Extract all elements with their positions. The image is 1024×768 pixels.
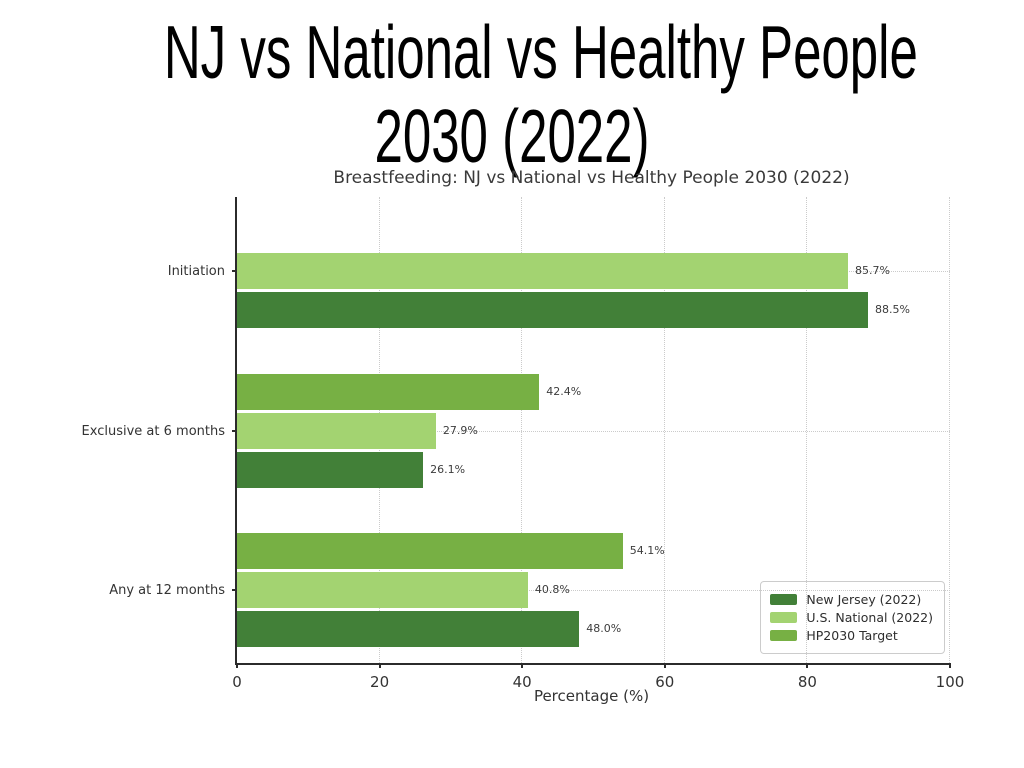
gridline-y [237, 590, 950, 591]
slide-title-line-2: 2030 (2022) [374, 94, 650, 178]
x-tick-label: 80 [797, 673, 817, 691]
gridline-y [237, 431, 950, 432]
bar [237, 533, 623, 569]
bar [237, 572, 528, 608]
legend-label: U.S. National (2022) [806, 610, 933, 625]
bar-value-label: 27.9% [442, 424, 478, 437]
gridline-x [806, 197, 808, 663]
gridline-x [949, 197, 950, 663]
x-tick-mark [663, 663, 666, 668]
legend-label: New Jersey (2022) [806, 592, 922, 607]
bar [237, 374, 540, 410]
legend-swatch [770, 630, 798, 641]
legend-item: U.S. National (2022) [770, 610, 933, 625]
bar-value-label: 48.0% [586, 622, 622, 635]
bar-value-label: 54.1% [629, 544, 665, 557]
x-tick-label: 40 [512, 673, 532, 691]
gridline-x [521, 197, 523, 663]
chart-figure: Breastfeeding: NJ vs National vs Healthy… [0, 160, 1024, 740]
y-category-label: Exclusive at 6 months [81, 424, 225, 439]
legend-swatch [770, 612, 798, 623]
legend-item: HP2030 Target [770, 628, 933, 643]
bar [237, 452, 424, 488]
slide-title-line-1: NJ vs National vs Healthy People [163, 10, 918, 94]
bar [237, 253, 849, 289]
gridline-x [663, 197, 665, 663]
x-tick-mark [236, 663, 238, 668]
plot-area: New Jersey (2022) U.S. National (2022) HP2… [232, 197, 964, 691]
chart-title: Breastfeeding: NJ vs National vs Healthy… [333, 168, 850, 188]
x-tick-mark [949, 663, 951, 668]
legend-swatch [770, 594, 798, 605]
x-tick-label: 100 [935, 673, 965, 691]
x-tick-mark [521, 663, 524, 668]
x-tick-mark [378, 663, 381, 668]
y-tick-mark [232, 430, 237, 432]
bar [237, 413, 436, 449]
x-tick-label: 0 [232, 673, 242, 691]
bar-value-label: 40.8% [534, 583, 570, 596]
x-tick-label: 60 [655, 673, 675, 691]
bar [237, 292, 868, 328]
bar-value-label: 26.1% [430, 463, 466, 476]
y-category-label: Any at 12 months [109, 583, 225, 598]
bar-value-label: 88.5% [875, 303, 910, 316]
y-tick-mark [232, 589, 237, 591]
bar [237, 611, 580, 647]
x-tick-label: 20 [370, 673, 390, 691]
x-tick-mark [806, 663, 809, 668]
slide-title: NJ vs National vs Healthy People 2030 (2… [0, 10, 1024, 178]
y-tick-mark [232, 270, 237, 272]
bar-value-label: 85.7% [855, 264, 890, 277]
legend-label: HP2030 Target [806, 628, 898, 643]
legend: New Jersey (2022) U.S. National (2022) HP2… [760, 581, 945, 654]
legend-item: New Jersey (2022) [770, 592, 933, 607]
bar-value-label: 42.4% [546, 385, 582, 398]
y-category-label: Initiation [167, 264, 225, 279]
x-axis-label: Percentage (%) [533, 687, 650, 705]
